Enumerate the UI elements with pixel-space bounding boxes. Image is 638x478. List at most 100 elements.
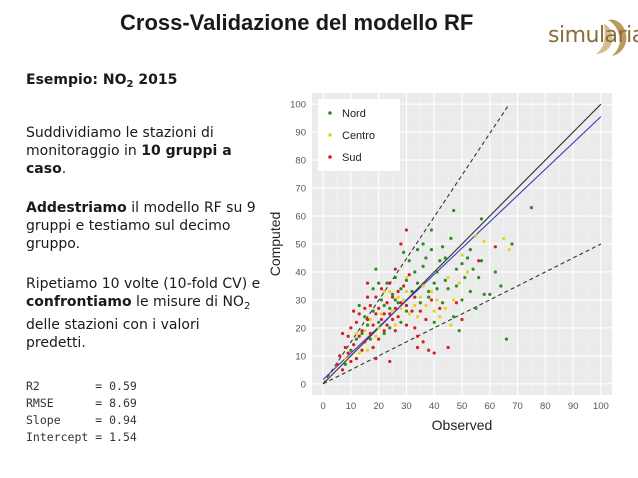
point-nord: [471, 267, 475, 271]
point-sud: [404, 323, 409, 327]
point-nord: [446, 287, 450, 291]
legend-key-nord: [328, 111, 332, 115]
point-nord: [360, 331, 364, 336]
point-sud: [335, 362, 339, 366]
point-sud: [427, 348, 431, 352]
point-nord: [468, 247, 472, 252]
point-centro: [452, 298, 456, 302]
point-nord: [460, 261, 464, 266]
slide-title: Cross-Validazione del modello RF: [120, 10, 474, 35]
point-nord: [421, 264, 425, 268]
point-centro: [457, 281, 461, 285]
point-centro: [404, 275, 409, 280]
point-centro: [407, 312, 411, 316]
x-tick-label: 60: [484, 401, 495, 412]
point-nord: [413, 270, 417, 274]
point-sud: [493, 245, 497, 249]
point-centro: [424, 303, 428, 308]
point-sud: [338, 354, 342, 358]
point-sud: [374, 295, 378, 299]
point-nord: [454, 267, 459, 271]
point-sud: [424, 317, 428, 322]
x-tick-label: 20: [373, 401, 384, 412]
point-centro: [446, 275, 450, 280]
point-nord: [449, 236, 453, 241]
point-centro: [363, 329, 367, 333]
point-nord: [457, 329, 461, 333]
point-sud: [363, 306, 367, 310]
paragraph-repeat: Ripetiamo 10 volte (10-fold CV) e confro…: [26, 276, 261, 351]
point-sud: [354, 357, 359, 361]
point-centro: [429, 289, 434, 294]
x-tick-label: 0: [320, 401, 325, 412]
point-sud: [340, 368, 345, 372]
point-nord: [510, 242, 514, 246]
point-sud: [360, 348, 364, 352]
stat-intercept: Intercept = 1.54: [26, 430, 137, 444]
point-nord: [399, 320, 403, 324]
y-axis-label: Computed: [268, 212, 283, 277]
point-centro: [382, 289, 386, 294]
point-centro: [418, 295, 422, 299]
point-nord: [465, 256, 470, 260]
point-sud: [399, 242, 403, 246]
stat-slope: Slope = 0.94: [26, 413, 137, 427]
point-sud: [365, 281, 370, 285]
point-nord: [365, 323, 370, 327]
point-nord: [404, 278, 409, 282]
point-nord: [393, 298, 397, 302]
data-points: [335, 206, 534, 372]
point-centro: [438, 315, 442, 319]
stats-block: R2 = 0.59 RMSE = 8.69 Slope = 0.94 Intercep…: [26, 378, 137, 446]
point-sud: [388, 359, 392, 364]
point-nord: [427, 295, 431, 299]
point-nord: [529, 206, 534, 210]
point-nord: [443, 278, 447, 282]
legend: Nord Centro Sud: [318, 99, 400, 171]
y-tick-label: 40: [295, 267, 306, 278]
point-sud: [407, 273, 411, 277]
x-tick-label: 10: [346, 401, 357, 412]
point-nord: [443, 256, 447, 260]
y-tick-label: 30: [295, 295, 306, 306]
point-nord: [460, 298, 464, 302]
stat-rmse: RMSE = 8.69: [26, 396, 137, 410]
point-centro: [415, 315, 420, 319]
point-sud: [379, 317, 384, 322]
point-centro: [379, 312, 384, 316]
point-nord: [468, 289, 472, 294]
point-sud: [352, 343, 356, 347]
point-centro: [365, 348, 370, 352]
paragraph-training: Addestriamo il modello RF su 9 gruppi e …: [26, 200, 256, 252]
point-nord: [435, 270, 439, 274]
scatter-chart: 0 0 10 10 20 20 30 30 40 40 50 50 60 60 70 70 80 80 90 90 10…: [268, 93, 612, 433]
x-tick-label: 100: [593, 401, 609, 412]
point-centro: [343, 357, 347, 361]
point-sud: [371, 323, 375, 327]
point-centro: [393, 323, 397, 327]
point-nord: [463, 275, 467, 280]
y-tick-label: 80: [295, 156, 306, 167]
point-nord: [482, 292, 486, 296]
point-nord: [382, 303, 386, 308]
point-nord: [432, 281, 436, 285]
point-centro: [374, 334, 378, 338]
point-sud: [390, 317, 395, 322]
point-nord: [504, 337, 509, 341]
point-centro: [404, 289, 409, 294]
point-sud: [340, 331, 345, 336]
point-nord: [499, 284, 503, 288]
point-sud: [346, 351, 350, 355]
point-sud: [343, 345, 347, 350]
point-centro: [390, 309, 395, 313]
point-sud: [454, 301, 459, 305]
point-centro: [354, 331, 359, 336]
point-nord: [435, 287, 439, 291]
point-nord: [371, 287, 375, 291]
x-tick-label: 70: [512, 401, 523, 412]
point-centro: [413, 303, 417, 308]
point-nord: [454, 284, 459, 288]
point-sud: [377, 306, 381, 310]
legend-key-sud: [328, 155, 332, 159]
point-nord: [452, 315, 456, 319]
